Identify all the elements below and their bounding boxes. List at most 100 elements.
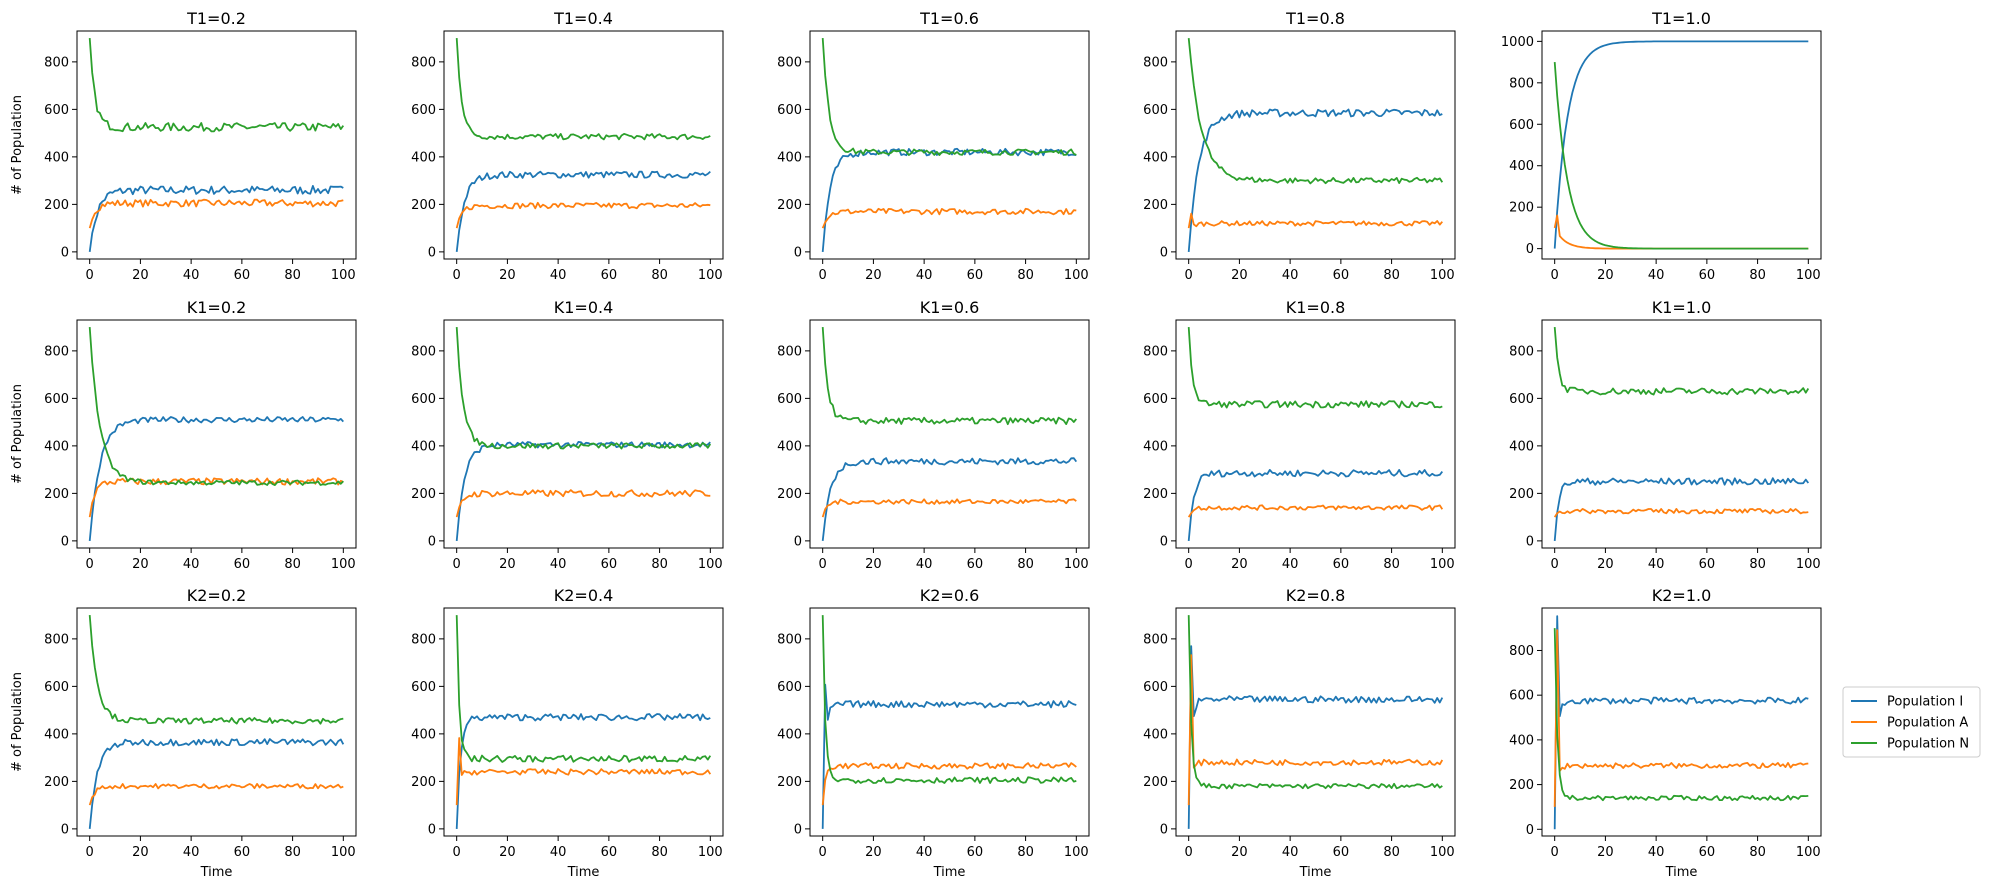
y-tick-label: 600: [1509, 689, 1534, 704]
x-tick-label: 60: [1333, 845, 1350, 860]
x-tick-label: 80: [1383, 845, 1400, 860]
x-axis-label: Time: [567, 865, 600, 880]
series-line: [821, 762, 1077, 806]
y-tick-label: 0: [794, 245, 802, 260]
series-line: [1553, 327, 1810, 396]
x-axis-label: Time: [933, 865, 966, 880]
y-tick-label: 400: [1509, 733, 1534, 748]
y-axis-label: # of Population: [10, 672, 25, 772]
x-tick-label: 40: [1282, 268, 1299, 283]
series-line: [1553, 508, 1809, 518]
x-tick-label: 0: [1551, 557, 1559, 572]
y-tick-label: 800: [1143, 632, 1168, 647]
y-tick-label: 400: [1143, 727, 1168, 742]
x-tick-label: 0: [453, 557, 461, 572]
y-tick-label: 200: [1143, 487, 1168, 502]
subplot-K2-0_6: K2=0.6 0 20 40 60 80 100 0 200 400 600 800 Time: [777, 586, 1090, 880]
x-tick-label: 60: [601, 268, 618, 283]
legend-label: Population N: [1887, 737, 1969, 752]
x-tick-label: 100: [698, 557, 723, 572]
series-line: [1187, 108, 1443, 252]
subplot-title: K2=0.2: [187, 586, 247, 605]
x-tick-label: 80: [1749, 268, 1766, 283]
y-tick-label: 800: [1143, 55, 1168, 70]
series-line: [1187, 38, 1444, 185]
series-line: [88, 477, 344, 518]
y-tick-label: 600: [1509, 392, 1534, 407]
y-tick-label: 800: [1143, 344, 1168, 359]
x-tick-label: 80: [1017, 268, 1034, 283]
x-tick-label: 0: [1185, 557, 1193, 572]
y-tick-label: 800: [411, 632, 436, 647]
axes-frame: [443, 319, 724, 549]
series-line: [1553, 628, 1809, 802]
x-tick-label: 40: [550, 268, 567, 283]
axes-frame: [76, 319, 357, 549]
y-tick-label: 200: [1143, 198, 1168, 213]
y-tick-label: 600: [411, 392, 436, 407]
x-tick-label: 100: [1796, 268, 1821, 283]
series-line: [1553, 214, 1809, 250]
y-tick-label: 200: [411, 198, 436, 213]
y-tick-label: 400: [411, 150, 436, 165]
x-tick-label: 20: [1231, 557, 1248, 572]
x-tick-label: 100: [331, 845, 356, 860]
subplot-K2-0_8: K2=0.8 0 20 40 60 80 100 0 200 400 600 800 Time: [1143, 586, 1456, 880]
axes-frame: [443, 607, 724, 837]
subplot-title: T1=1.0: [1651, 9, 1711, 28]
x-tick-label: 40: [1282, 557, 1299, 572]
series-line: [455, 441, 711, 541]
x-tick-label: 60: [1699, 845, 1716, 860]
x-tick-label: 80: [1017, 845, 1034, 860]
series-line: [455, 713, 711, 829]
y-tick-label: 0: [61, 822, 69, 837]
series-line: [821, 327, 1078, 426]
x-tick-label: 40: [183, 268, 200, 283]
subplot-title: T1=0.8: [1285, 9, 1345, 28]
y-axis-label: # of Population: [10, 384, 25, 484]
y-tick-label: 800: [411, 344, 436, 359]
y-tick-label: 400: [1509, 439, 1534, 454]
subplot-title: T1=0.6: [919, 9, 979, 28]
x-tick-label: 100: [1796, 557, 1821, 572]
series-line: [88, 185, 344, 253]
subplot-K1-1_0: K1=1.0 0 20 40 60 80 100 0 200 400 600 800: [1509, 298, 1822, 572]
axes-frame: [1541, 319, 1822, 549]
x-tick-label: 60: [967, 845, 984, 860]
x-tick-label: 100: [1430, 845, 1455, 860]
series-line: [821, 457, 1078, 542]
x-tick-label: 40: [550, 557, 567, 572]
y-tick-label: 800: [1509, 344, 1534, 359]
y-tick-label: 600: [1143, 103, 1168, 118]
y-tick-label: 800: [1509, 644, 1534, 659]
axes-frame: [1175, 319, 1456, 549]
y-tick-label: 1000: [1501, 35, 1534, 50]
series-line: [821, 498, 1077, 518]
series-line: [88, 198, 344, 229]
series-line: [1187, 615, 1443, 790]
y-tick-label: 0: [428, 534, 436, 549]
subplot-title: K2=0.4: [554, 586, 614, 605]
y-tick-label: 800: [44, 632, 69, 647]
subplot-K2-0_2: K2=0.2 0 20 40 60 80 100 0 200 400 600 800 # of Popu…: [10, 586, 357, 880]
x-tick-label: 20: [1597, 845, 1614, 860]
x-tick-label: 80: [651, 557, 668, 572]
x-tick-label: 80: [651, 845, 668, 860]
x-tick-label: 40: [916, 557, 933, 572]
x-tick-label: 100: [331, 557, 356, 572]
x-tick-label: 60: [1333, 268, 1350, 283]
y-tick-label: 400: [777, 150, 802, 165]
subplot-title: K1=0.2: [187, 298, 247, 317]
y-tick-label: 0: [794, 822, 802, 837]
subplot-title: K2=1.0: [1652, 586, 1712, 605]
y-tick-label: 200: [1509, 487, 1534, 502]
axes-frame: [809, 607, 1090, 837]
x-axis-label: Time: [200, 865, 233, 880]
y-tick-label: 400: [1143, 439, 1168, 454]
series-line: [88, 416, 344, 541]
x-tick-label: 80: [1383, 268, 1400, 283]
x-tick-label: 60: [1699, 268, 1716, 283]
x-tick-label: 20: [865, 268, 882, 283]
y-tick-label: 600: [44, 392, 69, 407]
